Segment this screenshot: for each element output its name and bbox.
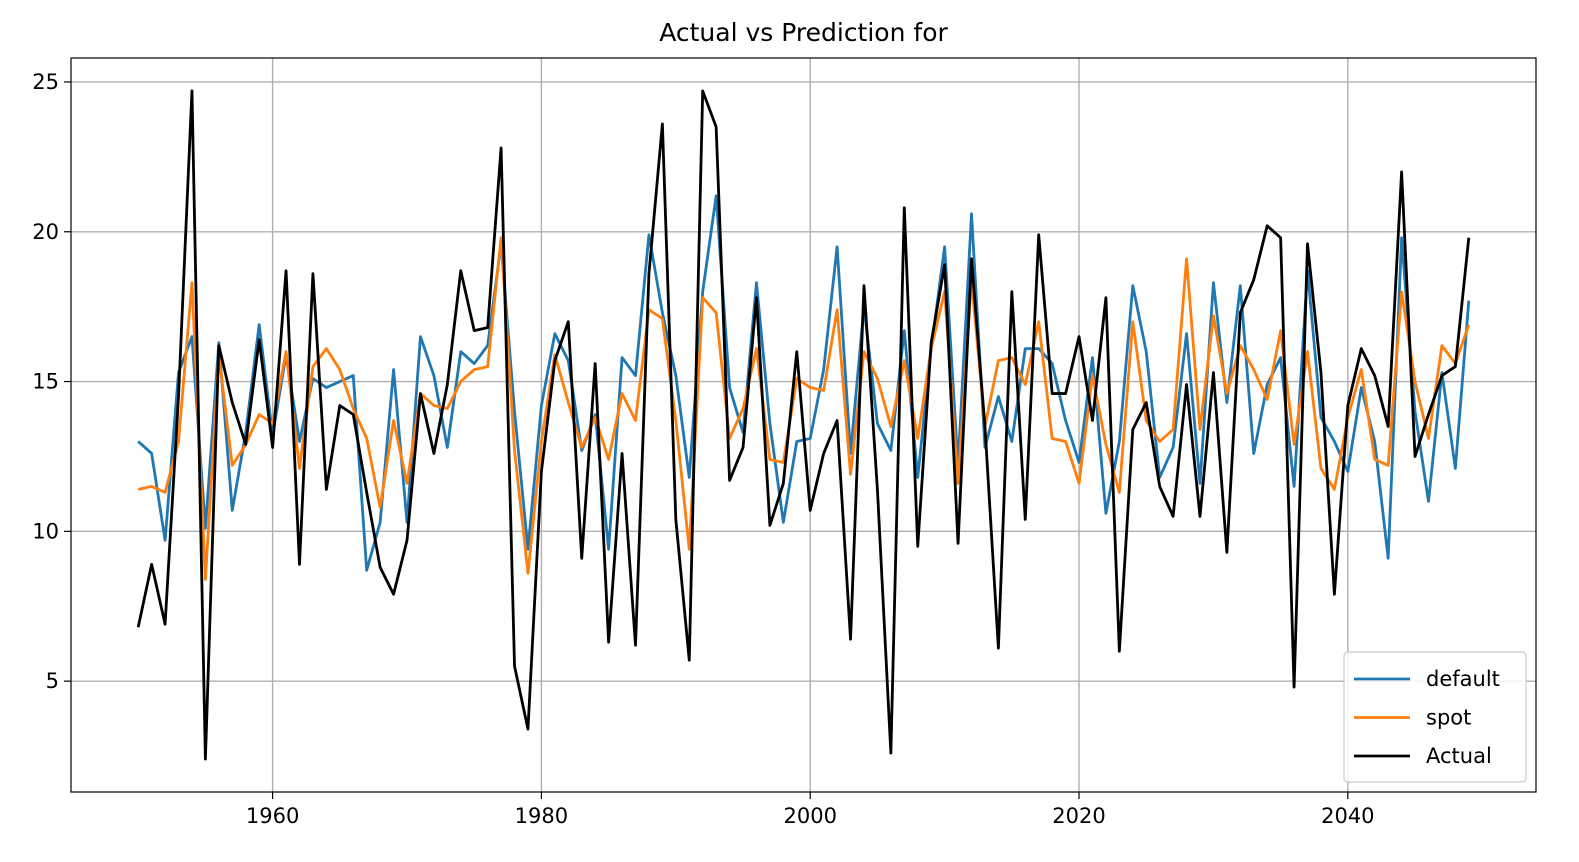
plot-frame (70, 57, 1537, 793)
series-line-spot (137, 236, 1471, 581)
x-tick-label: 2000 (783, 804, 836, 828)
series-line-actual (136, 89, 1471, 761)
x-tick-label: 2020 (1052, 804, 1105, 828)
y-tick-label: 15 (32, 370, 59, 394)
legend-label: Actual (1426, 744, 1492, 768)
y-tick-label: 5 (46, 669, 59, 693)
x-tick-label: 1960 (246, 804, 299, 828)
y-tick-label: 10 (32, 519, 59, 543)
legend-label: default (1426, 667, 1500, 691)
legend-label: spot (1426, 706, 1471, 730)
y-tick-label: 20 (32, 220, 59, 244)
x-tick-label: 2040 (1321, 804, 1374, 828)
series-lines (136, 89, 1471, 761)
x-tick-label: 1980 (515, 804, 568, 828)
legend-box (1343, 651, 1527, 783)
axis-ticks: 1960 1980 2000 2020 2040 5 10 15 20 25 (32, 70, 1374, 828)
legend: default spot Actual (1343, 651, 1527, 783)
y-tick-label: 25 (32, 70, 59, 94)
chart-title: Actual vs Prediction for (659, 18, 948, 47)
